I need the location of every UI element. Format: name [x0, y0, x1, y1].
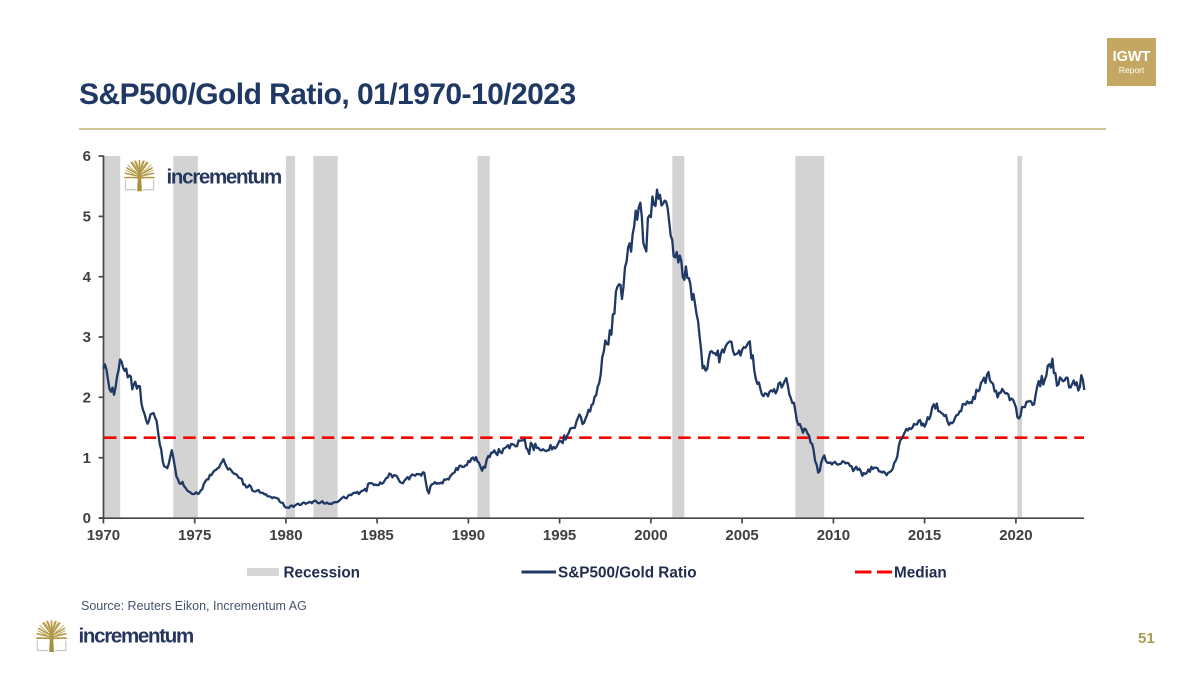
svg-text:Median: Median: [894, 565, 947, 582]
svg-text:0: 0: [83, 510, 91, 527]
svg-text:1975: 1975: [178, 527, 211, 544]
svg-text:2: 2: [83, 390, 91, 407]
svg-text:1: 1: [83, 450, 91, 467]
svg-text:5: 5: [83, 209, 91, 226]
svg-text:1985: 1985: [360, 527, 393, 544]
svg-text:2020: 2020: [999, 527, 1032, 544]
svg-text:Recession: Recession: [284, 565, 361, 582]
svg-text:3: 3: [83, 329, 91, 346]
svg-text:4: 4: [83, 269, 92, 286]
svg-text:S&P500/Gold Ratio: S&P500/Gold Ratio: [558, 565, 697, 582]
svg-text:1970: 1970: [87, 527, 120, 544]
svg-text:1990: 1990: [452, 527, 485, 544]
svg-text:2000: 2000: [634, 527, 667, 544]
svg-text:2015: 2015: [908, 527, 941, 544]
svg-text:2005: 2005: [725, 527, 758, 544]
svg-text:incrementum: incrementum: [167, 165, 281, 188]
svg-text:incrementum: incrementum: [79, 624, 193, 647]
svg-text:1980: 1980: [269, 527, 302, 544]
svg-text:1995: 1995: [543, 527, 576, 544]
svg-text:6: 6: [83, 148, 91, 165]
svg-text:2010: 2010: [817, 527, 850, 544]
